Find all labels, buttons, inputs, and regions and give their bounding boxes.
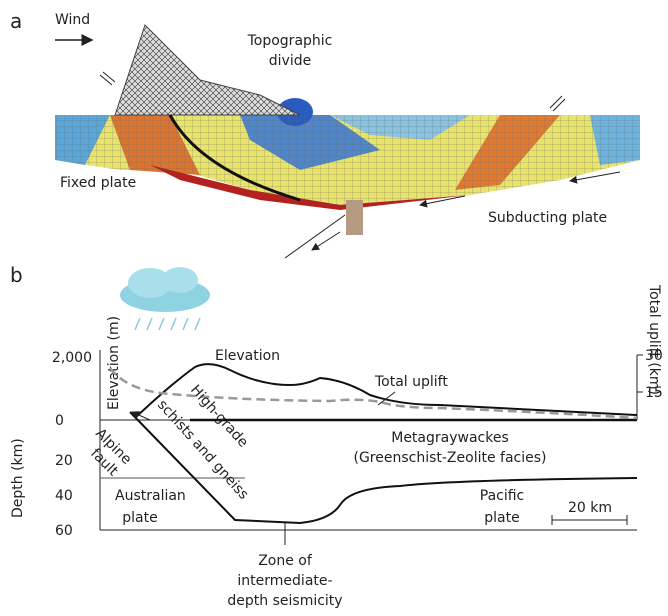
figure: a Wind Topographic divide Fixed plate Su… [0,0,668,612]
panel-label: a [10,9,22,33]
tick-label: 40 [55,488,73,504]
root [346,200,363,235]
plate-label: plate [484,510,519,526]
axis-title: Depth (km) [10,438,26,518]
panel-b: b 2,000 0 20 40 60 30 15 Elevation (m) D… [10,263,663,609]
fault-line [285,215,345,258]
elevation-label: Elevation [215,348,280,364]
plate-label: plate [122,510,157,526]
page: a Wind Topographic divide Fixed plate Su… [0,0,668,616]
uplift-label: Total uplift [374,374,448,390]
arrow [312,232,340,250]
cloud [120,267,210,330]
plate-label: Pacific [480,488,525,504]
axis-title: Total uplift (km) [646,284,662,395]
scale-label: 20 km [568,500,612,516]
fixed-plate-label: Fixed plate [60,175,136,191]
divide-label: divide [269,53,311,69]
shear-mark [550,96,565,111]
seismicity-label: Zone of [258,553,313,569]
shear-mark [100,72,115,85]
rock-label: Metagraywackes [391,430,509,446]
seismicity-label: intermediate- [237,573,332,589]
fault-base [130,412,637,523]
panel-label: b [10,263,23,287]
seismicity-label: depth seismicity [227,593,342,609]
slab-mesh [55,115,640,205]
subducting-plate-label: Subducting plate [488,210,607,226]
plate-label: Australian [115,488,186,504]
tick-label: 60 [55,523,73,539]
divide-label: Topographic [247,33,333,49]
tick-label: 20 [55,453,73,469]
panel-a: a Wind Topographic divide Fixed plate Su… [10,9,640,258]
rock-label: (Greenschist-Zeolite facies) [353,450,546,466]
tick-label: 2,000 [52,350,92,366]
wind-label: Wind [55,12,90,28]
tick-label: 0 [55,413,64,429]
axis-title: Elevation (m) [106,316,122,410]
